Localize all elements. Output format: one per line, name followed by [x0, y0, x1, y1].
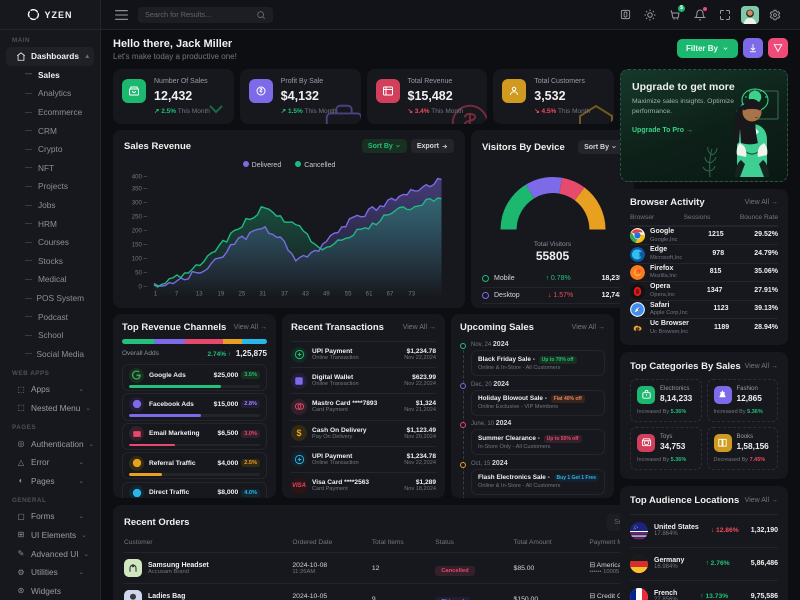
svg-text:350 –: 350 – [132, 186, 148, 193]
svg-text:13: 13 [196, 290, 203, 297]
svg-text:31: 31 [259, 290, 266, 297]
svg-text:50 –: 50 – [135, 269, 147, 276]
svg-text:1: 1 [154, 290, 158, 297]
svg-text:37: 37 [281, 290, 288, 297]
svg-text:250 –: 250 – [132, 214, 148, 221]
svg-text:49: 49 [323, 290, 330, 297]
svg-text:150 –: 150 – [132, 241, 148, 248]
svg-text:400 –: 400 – [132, 173, 148, 180]
svg-text:19: 19 [218, 290, 225, 297]
svg-text:100 –: 100 – [132, 255, 148, 262]
svg-text:200 –: 200 – [132, 228, 148, 235]
svg-text:61: 61 [366, 290, 373, 297]
svg-text:73: 73 [408, 290, 415, 297]
svg-text:7: 7 [175, 290, 179, 297]
svg-text:25: 25 [238, 290, 245, 297]
svg-text:67: 67 [387, 290, 394, 297]
svg-text:300 –: 300 – [132, 200, 148, 207]
svg-text:0 –: 0 – [138, 283, 147, 290]
svg-text:43: 43 [302, 290, 309, 297]
svg-text:55: 55 [345, 290, 352, 297]
